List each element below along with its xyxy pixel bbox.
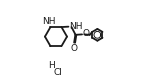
Text: NH: NH: [69, 21, 83, 30]
Text: Cl: Cl: [54, 68, 63, 77]
Text: O: O: [83, 29, 90, 38]
Text: H: H: [49, 62, 55, 70]
Text: O: O: [70, 44, 77, 53]
Text: NH: NH: [42, 17, 56, 26]
